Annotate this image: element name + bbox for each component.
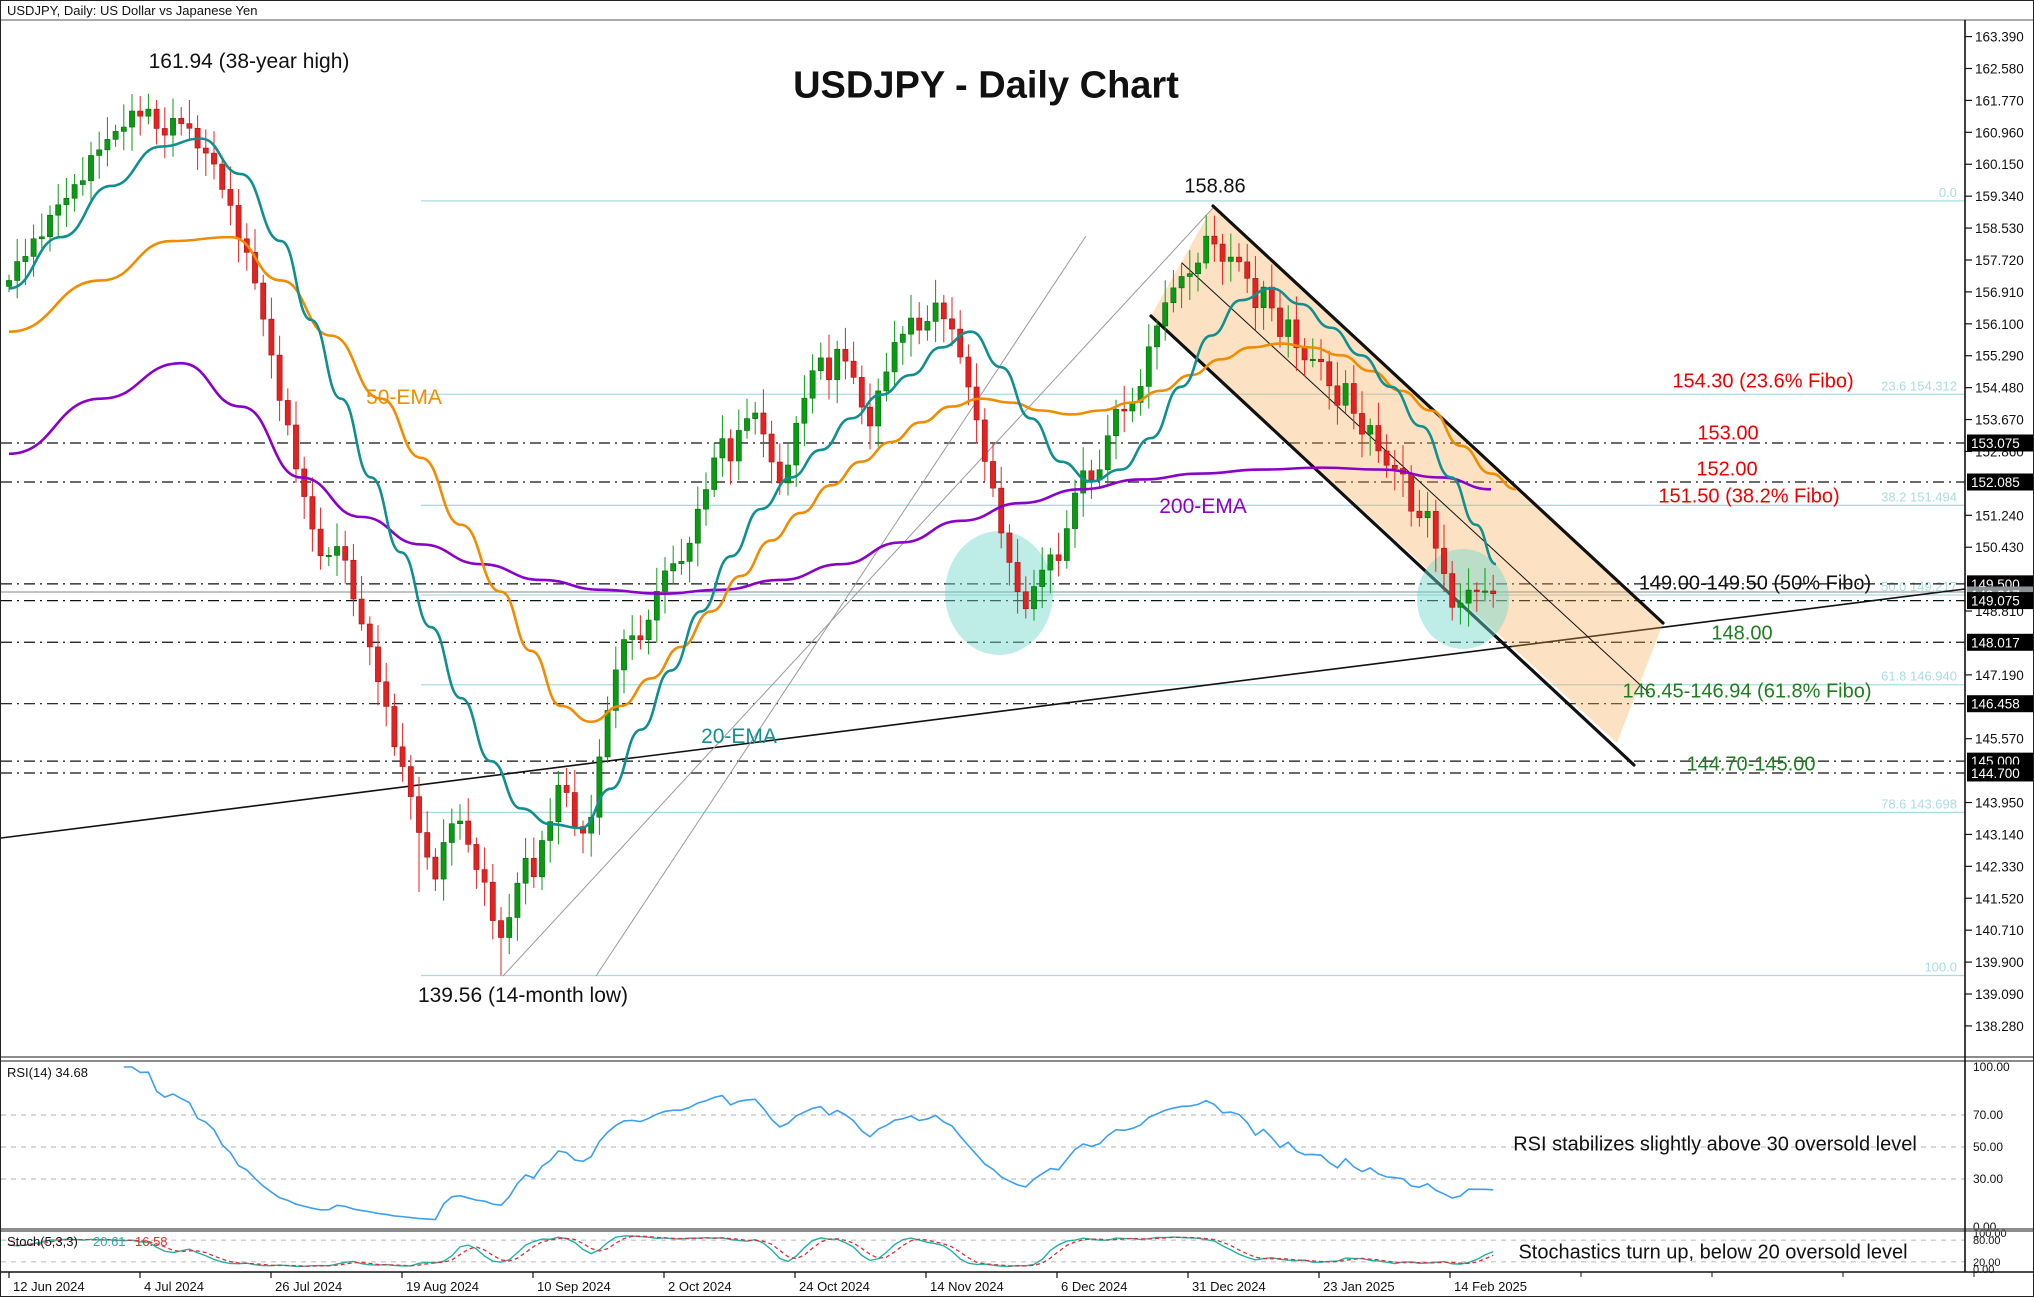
- svg-text:141.520: 141.520: [1975, 891, 2024, 906]
- svg-text:154.480: 154.480: [1975, 381, 2024, 396]
- svg-text:RSI(14) 34.68: RSI(14) 34.68: [7, 1065, 88, 1080]
- svg-text:160.150: 160.150: [1975, 157, 2024, 172]
- trendlines: [1, 207, 1966, 977]
- svg-text:50.0 149.217: 50.0 149.217: [1881, 579, 1957, 594]
- svg-text:6 Dec 2024: 6 Dec 2024: [1061, 1279, 1128, 1294]
- svg-text:2 Oct 2024: 2 Oct 2024: [668, 1279, 732, 1294]
- svg-text:4 Jul 2024: 4 Jul 2024: [144, 1279, 204, 1294]
- svg-text:146.458: 146.458: [1971, 697, 2020, 712]
- fibonacci-retracement: 0.0 23.6 154.312 38.2 151.494 50.0 149.217 6…: [421, 185, 1965, 977]
- date-axis: 12 Jun 2024 4 Jul 2024 26 Jul 2024 19 Aug 2…: [8, 1272, 1975, 1294]
- svg-text:14 Feb 2025: 14 Feb 2025: [1454, 1279, 1527, 1294]
- svg-text:140.710: 140.710: [1975, 923, 2024, 938]
- svg-text:153.075: 153.075: [1971, 436, 2020, 451]
- svg-text:100.00: 100.00: [1973, 1060, 2010, 1074]
- svg-text:139.090: 139.090: [1975, 987, 2024, 1002]
- svg-text:0.0: 0.0: [1939, 185, 1957, 200]
- svg-text:143.950: 143.950: [1975, 796, 2024, 811]
- svg-text:159.340: 159.340: [1975, 189, 2024, 204]
- svg-text:70.00: 70.00: [1973, 1108, 2003, 1122]
- svg-text:147.190: 147.190: [1975, 668, 2024, 683]
- svg-text:30.00: 30.00: [1973, 1172, 2003, 1186]
- svg-text:156.910: 156.910: [1975, 285, 2024, 300]
- svg-text:80.00: 80.00: [1973, 1235, 2001, 1247]
- svg-text:161.770: 161.770: [1975, 93, 2024, 108]
- svg-text:31 Dec 2024: 31 Dec 2024: [1192, 1279, 1266, 1294]
- chart-symbol-header: USDJPY, Daily: US Dollar vs Japanese Yen: [7, 3, 258, 18]
- svg-text:156.100: 156.100: [1975, 317, 2024, 332]
- svg-text:Stoch(5,3,3): Stoch(5,3,3): [7, 1234, 78, 1249]
- svg-text:50.00: 50.00: [1973, 1140, 2003, 1154]
- svg-text:38.2 151.494: 38.2 151.494: [1881, 489, 1957, 504]
- svg-text:23 Jan 2025: 23 Jan 2025: [1323, 1279, 1395, 1294]
- svg-text:78.6 143.698: 78.6 143.698: [1881, 796, 1957, 811]
- svg-text:12 Jun 2024: 12 Jun 2024: [13, 1279, 85, 1294]
- svg-text:100.0: 100.0: [1924, 959, 1957, 974]
- svg-text:152.085: 152.085: [1971, 475, 2020, 490]
- svg-text:19 Aug 2024: 19 Aug 2024: [406, 1279, 479, 1294]
- svg-text:10 Sep 2024: 10 Sep 2024: [537, 1279, 611, 1294]
- price-axis: 163.390 162.580 161.770 160.960 160.150 159.3…: [1965, 30, 2033, 1034]
- svg-text:160.960: 160.960: [1975, 125, 2024, 140]
- moving-averages: [8, 137, 1517, 830]
- descending-channel: [1149, 204, 1665, 767]
- svg-text:150.430: 150.430: [1975, 540, 2024, 555]
- svg-text:16.58: 16.58: [135, 1234, 168, 1249]
- svg-text:148.017: 148.017: [1971, 635, 2020, 650]
- svg-text:151.240: 151.240: [1975, 508, 2024, 523]
- svg-text:162.580: 162.580: [1975, 62, 2024, 77]
- svg-text:158.530: 158.530: [1975, 221, 2024, 236]
- svg-text:14 Nov 2024: 14 Nov 2024: [930, 1279, 1004, 1294]
- svg-text:149.075: 149.075: [1971, 594, 2020, 609]
- support-zone-ellipses: [945, 531, 1509, 655]
- svg-text:157.720: 157.720: [1975, 253, 2024, 268]
- svg-text:142.330: 142.330: [1975, 859, 2024, 874]
- svg-text:24 Oct 2024: 24 Oct 2024: [799, 1279, 870, 1294]
- svg-text:20.61: 20.61: [93, 1234, 126, 1249]
- horizontal-levels: [1, 442, 1965, 774]
- svg-text:155.290: 155.290: [1975, 349, 2024, 364]
- svg-text:138.280: 138.280: [1975, 1019, 2024, 1034]
- svg-text:163.390: 163.390: [1975, 30, 2024, 45]
- svg-text:61.8 146.940: 61.8 146.940: [1881, 669, 1957, 684]
- svg-text:153.670: 153.670: [1975, 413, 2024, 428]
- panel-borders: [1, 19, 2033, 1273]
- svg-text:23.6 154.312: 23.6 154.312: [1881, 378, 1957, 393]
- svg-text:0.00: 0.00: [1973, 1264, 1994, 1276]
- svg-text:26 Jul 2024: 26 Jul 2024: [275, 1279, 342, 1294]
- svg-text:144.700: 144.700: [1971, 766, 2020, 781]
- svg-text:143.140: 143.140: [1975, 827, 2024, 842]
- svg-text:20.00: 20.00: [1973, 1257, 2001, 1269]
- indicator-headers: RSI(14) 34.68 Stoch(5,3,3) 20.61 16.58: [7, 1065, 168, 1249]
- svg-text:145.570: 145.570: [1975, 732, 2024, 747]
- svg-text:139.900: 139.900: [1975, 955, 2024, 970]
- candlesticks: [6, 93, 1497, 976]
